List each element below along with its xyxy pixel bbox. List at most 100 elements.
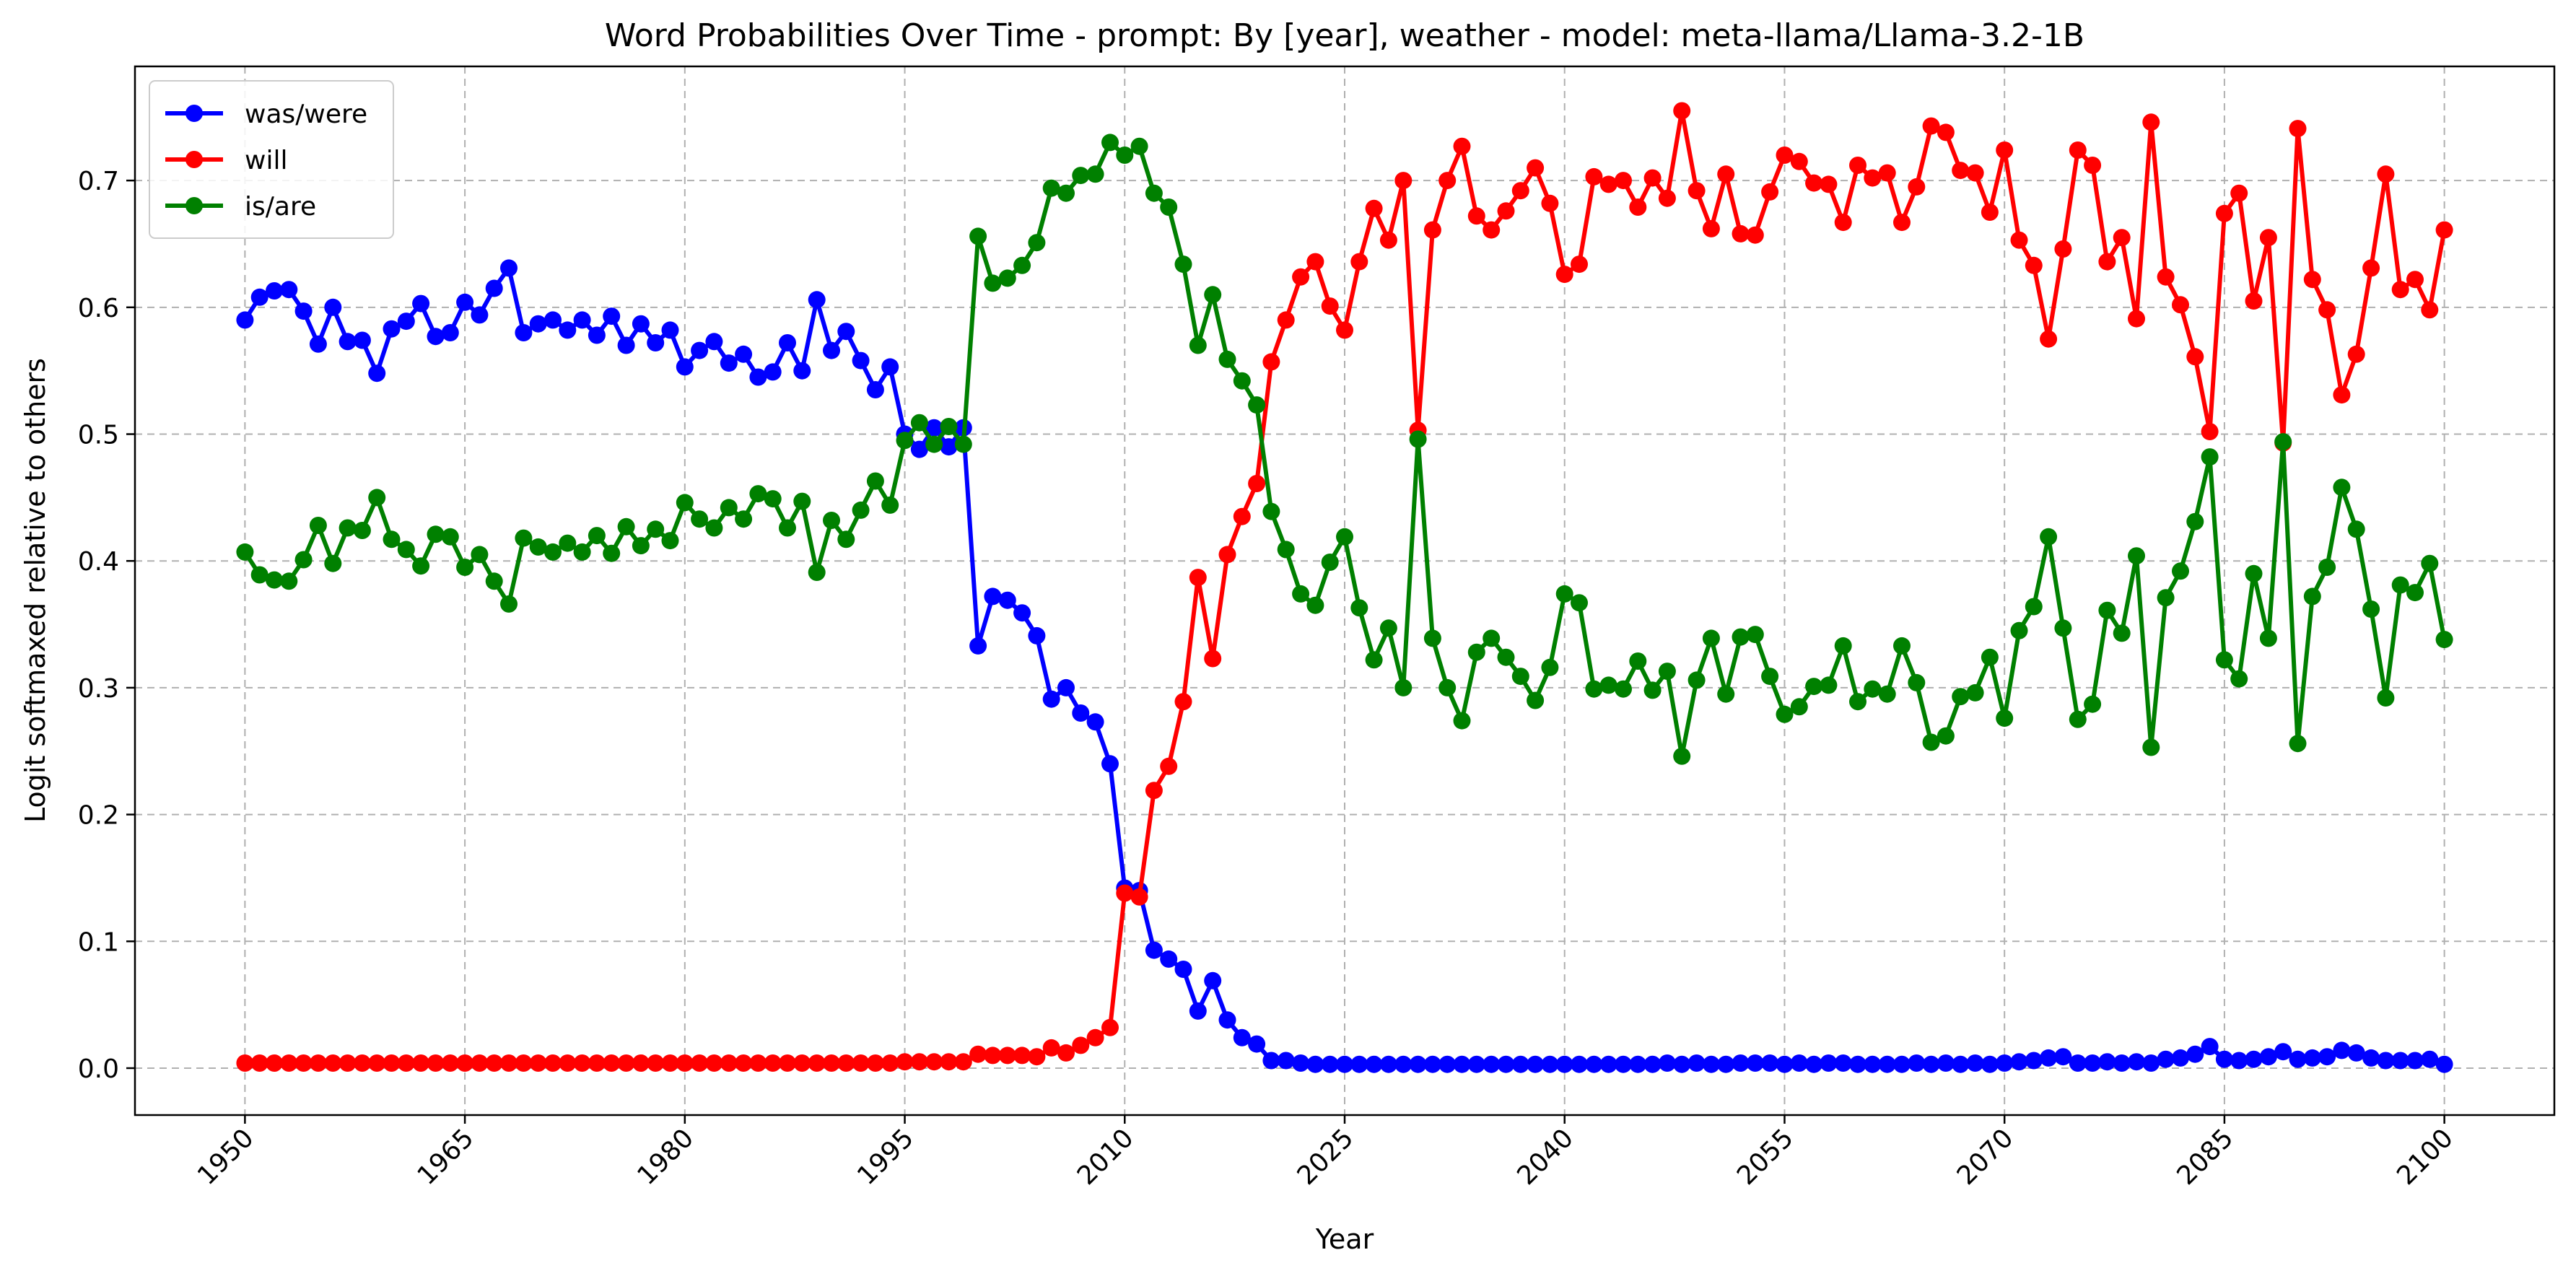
data-point-will: [2421, 301, 2439, 319]
data-point-was-were: [749, 368, 767, 386]
data-point-is-are: [266, 571, 283, 589]
data-point-is-are: [1336, 528, 1353, 546]
data-point-is-are: [1028, 234, 1046, 252]
data-point-will: [749, 1054, 767, 1072]
data-point-is-are: [1379, 619, 1397, 637]
data-point-was-were: [1160, 950, 1178, 968]
data-point-was-were: [998, 591, 1016, 609]
data-point-was-were: [1101, 755, 1119, 773]
data-point-was-were: [2333, 1041, 2351, 1059]
data-point-will: [250, 1054, 268, 1072]
data-point-is-are: [1409, 430, 1427, 448]
data-point-was-were: [2377, 1052, 2395, 1070]
data-point-was-were: [1908, 1054, 1926, 1072]
data-point-was-were: [1321, 1055, 1339, 1073]
data-point-was-were: [1849, 1055, 1866, 1073]
data-point-was-were: [1379, 1055, 1397, 1073]
data-point-was-were: [1878, 1055, 1896, 1073]
data-point-was-were: [1013, 604, 1031, 622]
data-point-was-were: [412, 294, 430, 313]
data-point-was-were: [1248, 1035, 1266, 1053]
series-is-are: [236, 134, 2453, 765]
data-point-is-are: [1717, 685, 1735, 703]
data-point-will: [1483, 221, 1501, 239]
data-point-was-were: [1981, 1055, 1999, 1073]
data-point-will: [720, 1054, 738, 1072]
data-point-was-were: [1145, 941, 1163, 959]
legend-label-was-were: was/were: [245, 100, 367, 129]
data-point-was-were: [793, 362, 811, 380]
data-point-was-were: [823, 341, 840, 359]
y-tick-label: 0.2: [78, 801, 119, 831]
data-point-was-were: [1834, 1054, 1852, 1072]
data-point-will: [1981, 204, 1999, 221]
series-layer: [236, 102, 2453, 1073]
data-point-was-were: [2010, 1053, 2028, 1071]
data-point-was-were: [339, 333, 357, 351]
data-point-will: [1527, 159, 1545, 177]
data-point-will: [1658, 189, 1676, 207]
data-point-was-were: [1790, 1054, 1808, 1072]
data-point-was-were: [881, 358, 899, 376]
data-point-is-are: [294, 551, 313, 569]
data-point-will: [309, 1054, 327, 1072]
data-point-will: [2142, 113, 2160, 131]
data-point-was-were: [720, 354, 738, 372]
data-point-was-were: [294, 302, 313, 320]
data-point-is-are: [456, 559, 474, 576]
data-point-was-were: [705, 333, 723, 351]
data-point-is-are: [2025, 598, 2043, 616]
data-point-will: [427, 1054, 445, 1072]
data-point-was-were: [324, 298, 342, 316]
data-point-is-are: [705, 519, 723, 537]
data-point-was-were: [2069, 1054, 2087, 1072]
data-point-will: [1057, 1044, 1075, 1062]
data-point-was-were: [397, 313, 415, 331]
data-point-is-are: [2406, 584, 2424, 602]
data-point-will: [294, 1054, 313, 1072]
data-point-was-were: [500, 259, 518, 277]
data-point-is-are: [1233, 372, 1251, 390]
data-point-will: [603, 1054, 621, 1072]
data-point-will: [691, 1054, 709, 1072]
data-point-will: [881, 1054, 899, 1072]
data-point-was-were: [1042, 690, 1060, 708]
data-point-is-are: [1218, 350, 1236, 368]
data-point-is-are: [1365, 651, 1383, 669]
data-point-will: [1248, 475, 1266, 492]
data-point-will: [1028, 1048, 1046, 1066]
data-point-was-were: [1937, 1054, 1955, 1072]
data-point-will: [1116, 884, 1134, 902]
data-point-will: [969, 1045, 987, 1063]
data-point-is-are: [1599, 676, 1617, 694]
data-point-was-were: [2098, 1053, 2116, 1071]
data-point-was-were: [2435, 1055, 2453, 1073]
data-point-will: [1702, 219, 1720, 237]
data-point-will: [2215, 204, 2233, 222]
data-point-will: [1453, 137, 1471, 155]
data-point-is-are: [2084, 695, 2102, 713]
data-point-is-are: [2259, 629, 2277, 647]
data-point-is-are: [1571, 594, 1588, 612]
data-point-was-were: [2347, 1044, 2365, 1062]
data-point-was-were: [852, 351, 870, 370]
data-point-is-are: [1732, 628, 1750, 646]
data-point-will: [2406, 271, 2424, 289]
data-point-will: [1878, 164, 1896, 182]
data-point-will: [632, 1054, 650, 1072]
data-point-is-are: [2377, 689, 2395, 707]
data-point-was-were: [485, 279, 503, 297]
data-point-was-were: [2040, 1049, 2058, 1067]
data-point-was-were: [764, 363, 782, 381]
data-point-was-were: [2289, 1050, 2307, 1068]
data-point-is-are: [1497, 648, 1515, 666]
data-point-was-were: [1262, 1052, 1280, 1070]
data-point-was-were: [1776, 1055, 1794, 1073]
data-point-will: [1174, 693, 1192, 711]
data-point-was-were: [309, 335, 327, 353]
data-point-was-were: [1277, 1052, 1295, 1070]
data-point-is-are: [2435, 631, 2453, 649]
y-tick-label: 0.4: [78, 547, 119, 577]
data-point-is-are: [691, 510, 709, 528]
legend: was/were will is/are: [149, 80, 394, 239]
